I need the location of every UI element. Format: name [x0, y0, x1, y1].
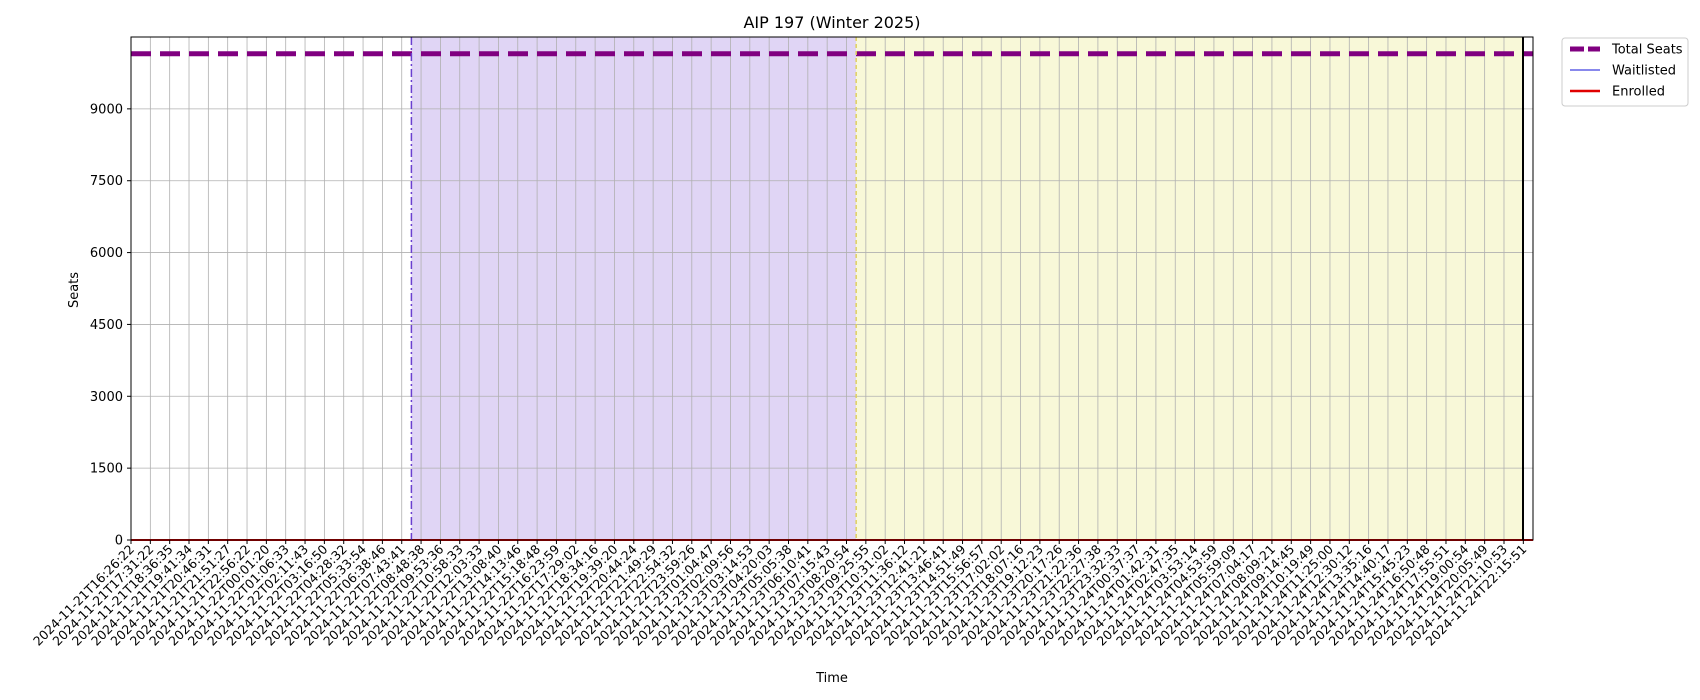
- y-tick-label: 1500: [90, 462, 123, 477]
- y-axis: 0 1500 3000 4500 6000 7500 9000: [90, 102, 131, 549]
- y-tick-label: 3000: [90, 390, 123, 405]
- x-axis: 2024-11-21T16:26:222024-11-21T17:31:2220…: [30, 540, 1529, 649]
- x-axis-label: Time: [815, 671, 848, 686]
- y-tick-label: 9000: [90, 102, 123, 117]
- grid-lines: [130, 37, 1533, 541]
- plot-border: [130, 36, 1534, 541]
- y-tick-label: 6000: [90, 246, 123, 261]
- y-tick-label: 7500: [90, 174, 123, 189]
- shaded-regions: [411, 37, 1524, 540]
- yellow-region: [856, 37, 1524, 540]
- legend-box: [1561, 37, 1689, 107]
- marker-lines: [410, 37, 1524, 540]
- y-axis-label: Seats: [67, 272, 82, 308]
- y-tick-label: 0: [115, 534, 123, 549]
- plot-frame: [130, 36, 1534, 541]
- legend: Total Seats Waitlisted Enrolled: [1561, 37, 1689, 107]
- legend-label: Total Seats: [1611, 43, 1683, 58]
- legend-label: Enrolled: [1612, 85, 1665, 100]
- chart-title: AIP 197 (Winter 2025): [743, 13, 920, 32]
- legend-label: Waitlisted: [1612, 64, 1676, 79]
- y-tick-label: 4500: [90, 318, 123, 333]
